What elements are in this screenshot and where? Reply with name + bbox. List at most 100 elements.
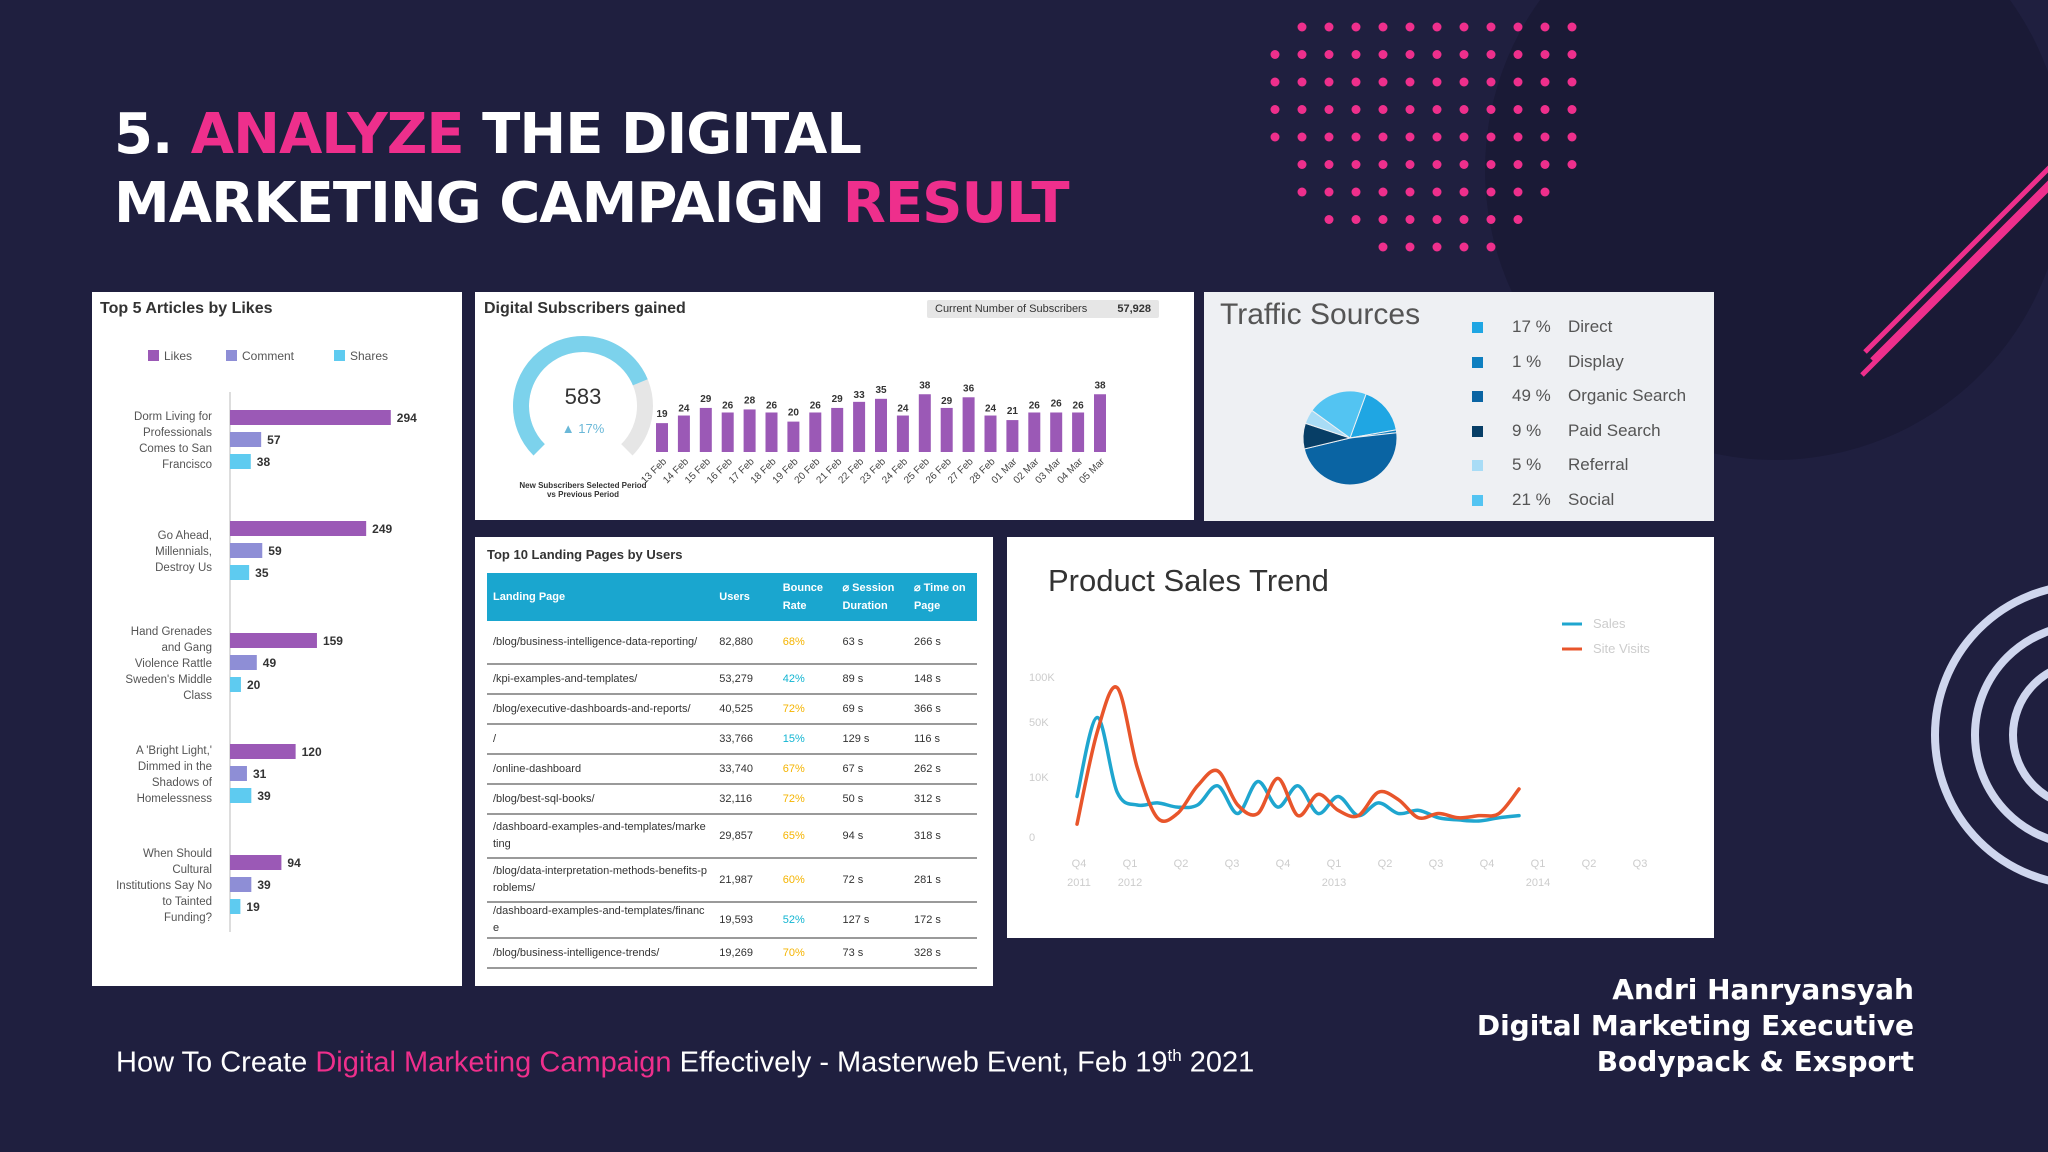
dot — [1405, 77, 1415, 87]
subscriber-bar-value: 24 — [985, 404, 997, 415]
dot — [1540, 132, 1550, 142]
dot — [1405, 105, 1415, 114]
dot — [1297, 132, 1307, 142]
dot — [1486, 242, 1496, 252]
dot — [1459, 105, 1469, 114]
cell-bounce-rate: 60% — [776, 858, 837, 903]
x-quarter-label: Q3 — [1429, 858, 1444, 870]
subscriber-bar-value: 21 — [1007, 406, 1019, 417]
cell-session-duration: 129 s — [836, 724, 908, 755]
subscriber-bar-value: 24 — [897, 404, 909, 415]
subscriber-bar — [1072, 412, 1085, 452]
table-row: /blog/executive-dashboards-and-reports/4… — [487, 694, 977, 725]
bar-shares — [230, 454, 251, 469]
subscriber-bar — [984, 415, 997, 452]
article-label: Institutions Say No — [116, 880, 212, 892]
article-label: Sweden's Middle — [125, 674, 212, 686]
article-label: Homelessness — [137, 793, 213, 805]
slide-title: 5. ANALYZE THE DIGITAL MARKETING CAMPAIG… — [114, 100, 1070, 238]
dot — [1432, 132, 1442, 142]
dot — [1486, 105, 1496, 114]
subscriber-bar — [962, 397, 975, 452]
cell-time-on-page: 328 s — [907, 938, 977, 969]
bar-value: 59 — [268, 544, 282, 558]
article-label: Go Ahead, — [158, 530, 212, 542]
dot — [1513, 132, 1523, 142]
landing-pages-panel: Top 10 Landing Pages by Users Landing Pa… — [475, 537, 993, 986]
bar-likes — [230, 744, 296, 759]
dot — [1270, 50, 1280, 59]
author-role: Digital Marketing Executive — [1476, 1009, 1914, 1042]
cell-time-on-page: 318 s — [907, 814, 977, 859]
cell-landing-page: /dashboard-examples-and-templates/financ… — [487, 902, 714, 939]
dot — [1486, 132, 1496, 142]
cell-time-on-page: 262 s — [907, 754, 977, 785]
cell-bounce-rate: 68% — [776, 621, 837, 665]
cell-bounce-rate: 70% — [776, 938, 837, 969]
dot — [1432, 77, 1442, 87]
cell-landing-page: /kpi-examples-and-templates/ — [487, 664, 714, 695]
subscriber-bar — [1050, 412, 1063, 452]
y-tick-label: 0 — [1029, 832, 1035, 844]
legend-label-sales: Sales — [1593, 616, 1626, 631]
dot — [1540, 105, 1550, 114]
legend-swatch — [1472, 425, 1483, 437]
dot — [1459, 215, 1469, 224]
bar-shares — [230, 899, 241, 914]
footer-event: How To Create Digital Marketing Campaign… — [116, 1046, 1254, 1080]
cell-landing-page: /blog/best-sql-books/ — [487, 784, 714, 815]
article-label: Millennials, — [155, 546, 212, 558]
bar-value: 294 — [397, 411, 417, 425]
cell-landing-page: /blog/executive-dashboards-and-reports/ — [487, 694, 714, 725]
dot — [1432, 22, 1442, 32]
subscribers-title: Digital Subscribers gained — [484, 300, 686, 317]
x-quarter-label: Q2 — [1174, 858, 1189, 870]
table-header-row: Landing Page Users Bounce Rate ⌀ Session… — [487, 573, 977, 621]
dot — [1297, 77, 1307, 87]
dot — [1297, 22, 1307, 32]
cell-landing-page: /dashboard-examples-and-templates/market… — [487, 814, 714, 859]
subscriber-bar — [677, 415, 690, 452]
dot — [1378, 187, 1388, 197]
legend-swatch — [1472, 494, 1483, 506]
cell-landing-page: / — [487, 724, 714, 755]
col-bounce-rate: Bounce Rate — [776, 573, 837, 621]
x-quarter-label: Q1 — [1327, 858, 1342, 870]
legend-label-shares: Shares — [350, 349, 388, 363]
col-users: Users — [713, 573, 777, 621]
subscriber-bar-value: 36 — [963, 383, 975, 394]
subscriber-bar — [1094, 394, 1106, 452]
cell-bounce-rate: 15% — [776, 724, 837, 755]
dot — [1486, 187, 1496, 197]
x-quarter-label: Q1 — [1123, 858, 1138, 870]
cell-session-duration: 73 s — [836, 938, 908, 969]
subscriber-bar-value: 29 — [700, 394, 712, 405]
dot — [1486, 215, 1496, 224]
dot — [1324, 215, 1334, 224]
cell-users: 19,269 — [713, 938, 777, 969]
subscriber-bar — [787, 421, 800, 452]
dot — [1459, 77, 1469, 87]
legend-label-comment: Comment — [242, 349, 295, 363]
cell-users: 21,987 — [713, 858, 777, 903]
article-label: Dimmed in the — [138, 761, 212, 773]
dot — [1513, 160, 1523, 169]
dot — [1378, 77, 1388, 87]
dot — [1459, 160, 1469, 169]
traffic-percent: 17 % — [1512, 317, 1551, 336]
gauge-change: ▲ 17% — [562, 421, 605, 436]
dot — [1351, 215, 1361, 224]
dot — [1486, 22, 1496, 32]
dot — [1378, 215, 1388, 224]
gauge-caption-1: New Subscribers Selected Period — [519, 481, 646, 490]
gauge-fill — [513, 336, 648, 456]
traffic-percent: 49 % — [1512, 386, 1551, 405]
article-label: Francisco — [162, 459, 212, 471]
articles-bar-chart: Likes Comment Shares Dorm Living for Profess… — [116, 349, 417, 932]
legend-swatch — [1472, 391, 1483, 402]
subscriber-bar — [656, 423, 668, 452]
dot — [1459, 132, 1469, 142]
x-quarter-label: Q2 — [1582, 858, 1597, 870]
traffic-percent: 9 % — [1512, 420, 1542, 440]
subscriber-bar — [831, 407, 844, 452]
